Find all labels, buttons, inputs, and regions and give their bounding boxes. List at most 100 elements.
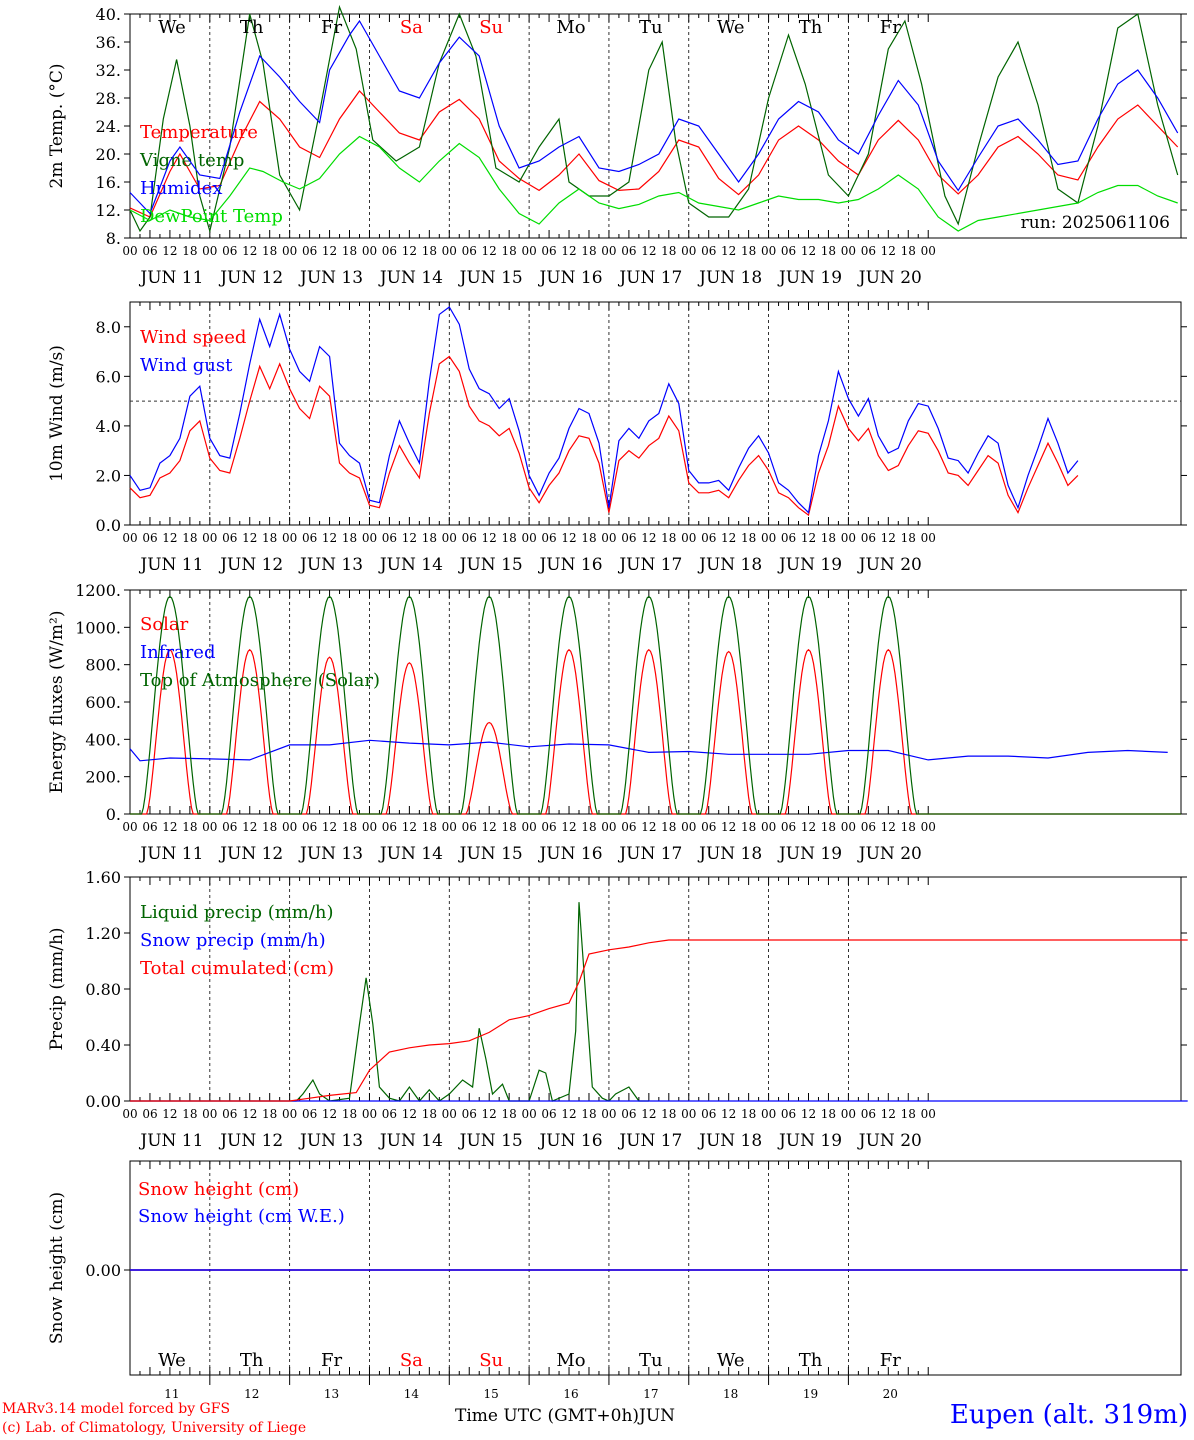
hour-tick-label: 18 [422,1107,437,1121]
hour-tick-label: 18 [182,244,197,258]
day-label: JUN 17 [617,268,682,288]
y-tick-label: 16. [96,173,121,192]
hour-tick-label: 12 [561,244,576,258]
hour-tick-label: 18 [741,531,756,545]
station-label: Eupen (alt. 319m) [949,1400,1188,1430]
hour-tick-label: 00 [282,244,297,258]
y-tick-label: 36. [96,33,121,52]
day-label: JUN 17 [617,1131,682,1151]
day-label: JUN 15 [458,555,523,575]
hour-tick-label: 18 [182,820,197,834]
hour-tick-label: 12 [561,531,576,545]
hour-tick-label: 06 [382,820,397,834]
hour-tick-label: 18 [901,1107,916,1121]
series-line-vigne-temp [129,4,1179,234]
hour-tick-label: 00 [202,531,217,545]
hour-tick-label: 18 [901,820,916,834]
hour-tick-label: 18 [901,531,916,545]
hour-tick-label: 18 [581,244,596,258]
hour-tick-label: 06 [781,1107,796,1121]
weekday-label: Th [240,1350,264,1371]
hour-tick-label: 06 [302,531,317,545]
y-tick-label: 0.0 [96,516,121,535]
hour-tick-label: 00 [681,1107,696,1121]
hour-tick-label: 00 [681,531,696,545]
plot-frame-3 [129,589,1182,815]
legend-entry: Top of Atmosphere (Solar) [140,670,380,691]
hour-tick-label: 06 [382,1107,397,1121]
day-label: JUN 20 [857,555,922,575]
hour-tick-label: 18 [502,1107,517,1121]
weekday-label: Fr [880,1350,901,1371]
hour-tick-label: 12 [641,244,656,258]
series-line-humidex [129,19,1179,215]
y-tick-label: 8. [106,229,121,248]
hour-tick-label: 18 [502,244,517,258]
hour-tick-label: 06 [621,1107,636,1121]
series-line-dewpoint-temp [129,135,1178,232]
weekday-label: Su [479,17,503,38]
day-label: JUN 12 [218,1131,283,1151]
hour-tick-label: 12 [721,1107,736,1121]
hour-tick-label: 06 [302,1107,317,1121]
day-label: JUN 16 [537,268,602,288]
day-label: JUN 12 [218,844,283,864]
day-label: JUN 19 [777,1131,842,1151]
series-line-infrared [129,739,1168,762]
weekday-label: Fr [880,17,901,38]
y-axis-label: Snow height (cm) [47,1192,67,1344]
day-number-label: 18 [723,1387,738,1401]
y-tick-label: 200. [85,768,121,787]
hour-tick-label: 12 [721,244,736,258]
hour-tick-label: 12 [162,820,177,834]
hour-tick-label: 06 [621,531,636,545]
hour-tick-label: 00 [202,1107,217,1121]
hour-tick-label: 00 [202,820,217,834]
hour-tick-label: 12 [242,244,257,258]
y-tick-label: 0.80 [85,980,121,999]
hour-tick-label: 06 [701,531,716,545]
y-tick-label: 800. [85,656,121,675]
hour-tick-label: 12 [482,244,497,258]
hour-tick-label: 12 [322,820,337,834]
hour-tick-label: 18 [502,531,517,545]
hour-tick-label: 18 [262,244,277,258]
day-label: JUN 15 [458,268,523,288]
y-tick-label: 28. [96,89,121,108]
legend-entry: Liquid precip (mm/h) [140,902,334,923]
hour-tick-label: 18 [741,244,756,258]
hour-tick-label: 00 [521,244,536,258]
day-label: JUN 11 [138,268,203,288]
day-label: JUN 20 [857,844,922,864]
y-axis-label: Energy fluxes (W/m²) [47,611,67,794]
y-tick-label: 1.20 [85,924,121,943]
y-axis-label: Precip (mm/h) [47,927,67,1050]
weekday-label: Fr [321,1350,342,1371]
hour-tick-label: 06 [382,531,397,545]
day-number-label: 15 [484,1387,499,1401]
hour-tick-label: 18 [422,244,437,258]
hour-tick-label: 00 [362,820,377,834]
hour-tick-label: 18 [901,244,916,258]
run-label: run: 2025061106 [1021,213,1170,233]
day-label: JUN 19 [777,844,842,864]
day-label: JUN 19 [777,555,842,575]
y-tick-label: 2.0 [96,466,121,485]
hour-tick-label: 12 [641,820,656,834]
hour-tick-label: 12 [561,1107,576,1121]
day-number-label: 17 [643,1387,658,1401]
hour-tick-label: 06 [222,244,237,258]
hour-tick-label: 18 [182,531,197,545]
y-tick-label: 400. [85,730,121,749]
y-axis-label: 10m Wind (m/s) [47,345,67,482]
legend-entry: Vigne temp [139,150,244,171]
hour-tick-label: 06 [861,1107,876,1121]
y-tick-label: 1000. [75,618,121,637]
hour-tick-label: 00 [681,244,696,258]
legend-entry: Total cumulated (cm) [140,958,334,979]
hour-tick-label: 12 [322,531,337,545]
day-label: JUN 11 [138,555,203,575]
weekday-label: Tu [639,17,663,38]
legend-entry: Temperature [140,122,258,143]
day-label: JUN 12 [218,555,283,575]
